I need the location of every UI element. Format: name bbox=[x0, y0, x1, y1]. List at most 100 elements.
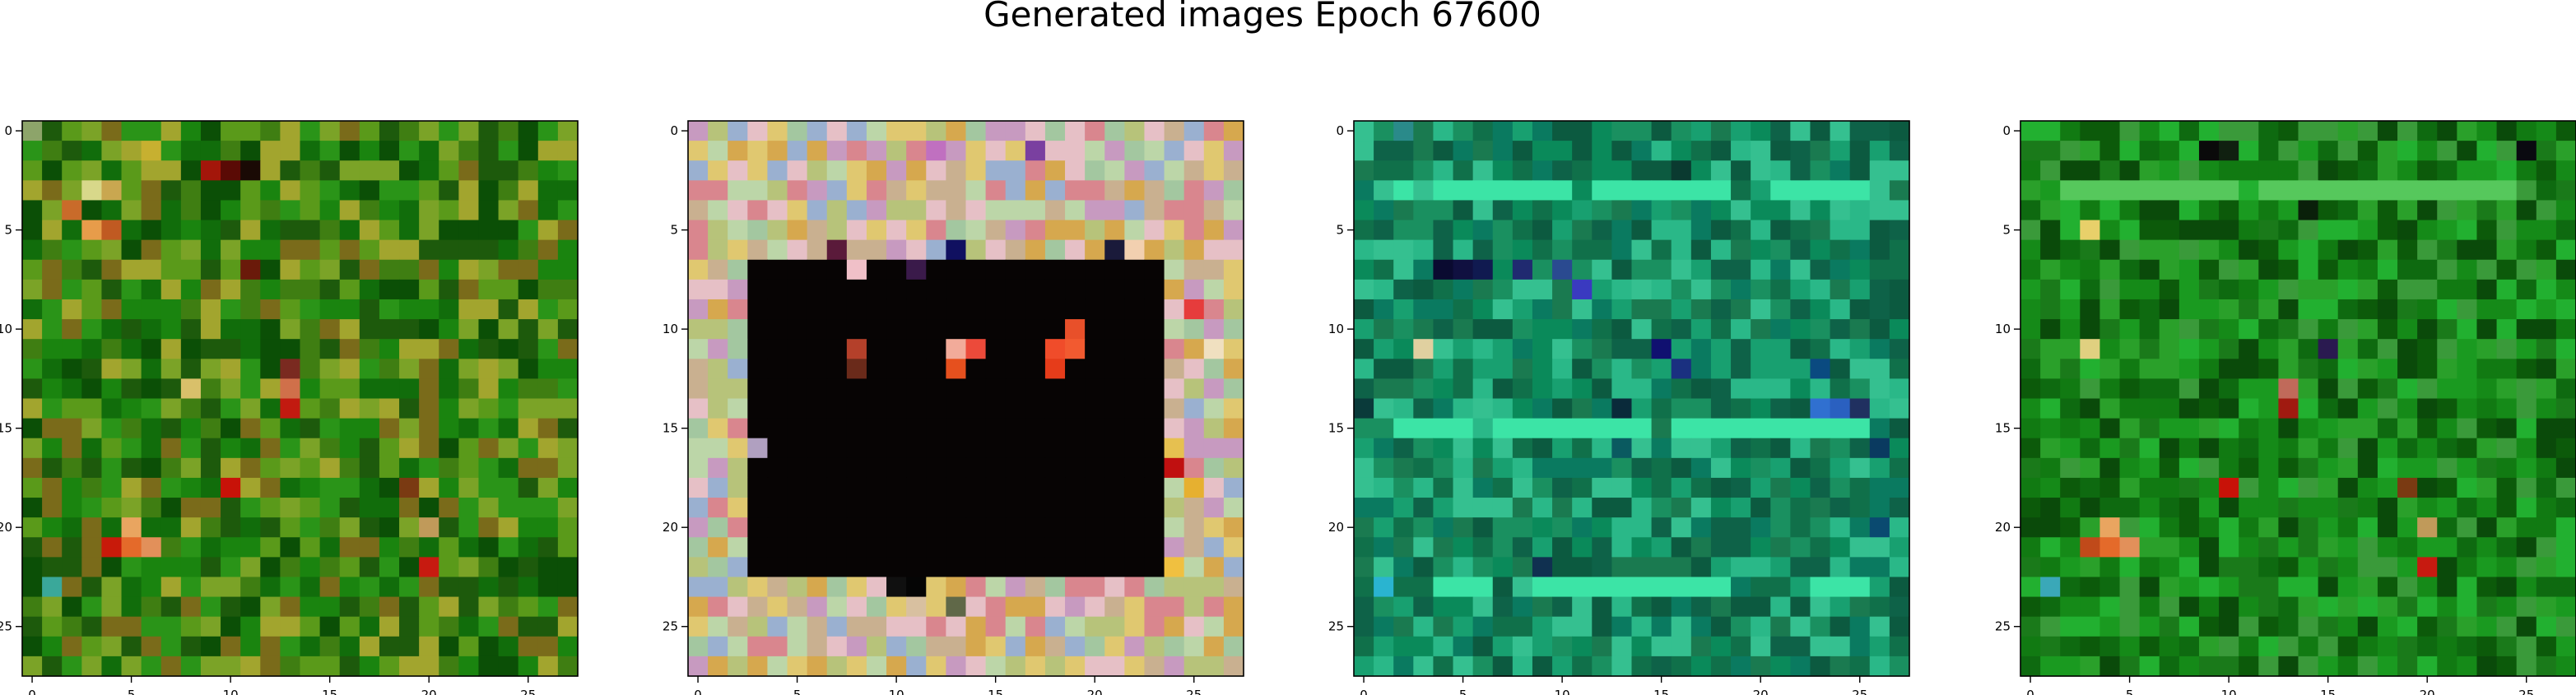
pixel-cell bbox=[1849, 596, 1871, 618]
pixel-cell bbox=[537, 339, 559, 359]
pixel-cell bbox=[399, 596, 420, 618]
pixel-cell bbox=[1751, 557, 1771, 578]
pixel-cell bbox=[787, 339, 808, 359]
pixel-cell bbox=[1790, 557, 1811, 578]
pixel-cell bbox=[1572, 141, 1593, 161]
pixel-cell bbox=[926, 319, 946, 340]
pixel-cell bbox=[1710, 457, 1732, 479]
pixel-cell bbox=[1592, 378, 1612, 400]
pixel-cell bbox=[2516, 259, 2537, 280]
pixel-cell bbox=[1611, 557, 1633, 578]
pixel-cell bbox=[2060, 339, 2081, 359]
pixel-cell bbox=[1671, 517, 1692, 538]
pixel-cell bbox=[1651, 577, 1672, 598]
pixel-cell bbox=[747, 398, 769, 419]
pixel-cell bbox=[1065, 457, 1086, 479]
pixel-cell bbox=[985, 537, 1007, 558]
pixel-cell bbox=[1393, 457, 1414, 479]
pixel-cell bbox=[379, 299, 400, 320]
pixel-cell bbox=[1393, 180, 1414, 202]
pixel-cell bbox=[2099, 656, 2121, 677]
pixel-cell bbox=[160, 438, 182, 459]
pixel-cell bbox=[2298, 121, 2319, 141]
pixel-cell bbox=[478, 121, 500, 141]
pixel-cell bbox=[419, 537, 439, 558]
pixel-cell bbox=[2318, 656, 2339, 677]
pixel-cell bbox=[965, 279, 987, 300]
pixel-cell bbox=[2377, 121, 2398, 141]
pixel-cell bbox=[280, 259, 301, 280]
pixel-cell bbox=[2258, 577, 2279, 598]
pixel-cell bbox=[866, 457, 887, 479]
pixel-cell bbox=[2476, 457, 2498, 479]
pixel-cell bbox=[866, 239, 887, 261]
pixel-cell bbox=[2198, 596, 2220, 618]
pixel-cell bbox=[2020, 636, 2041, 657]
pixel-cell bbox=[2099, 537, 2121, 558]
pixel-cell bbox=[458, 498, 480, 518]
pixel-cell bbox=[2417, 398, 2438, 419]
pixel-cell bbox=[1572, 220, 1593, 241]
pixel-cell bbox=[2239, 299, 2259, 320]
pixel-cell bbox=[240, 457, 261, 479]
pixel-cell bbox=[2417, 220, 2438, 241]
pixel-cell bbox=[2318, 378, 2339, 400]
pixel-cell bbox=[2159, 378, 2180, 400]
pixel-cell bbox=[2357, 279, 2378, 300]
pixel-cell bbox=[1085, 596, 1105, 618]
pixel-cell bbox=[747, 596, 769, 618]
pixel-cell bbox=[1413, 418, 1434, 439]
pixel-cell bbox=[22, 378, 43, 400]
pixel-cell bbox=[886, 557, 907, 578]
pixel-cell bbox=[807, 121, 828, 141]
pixel-cell bbox=[946, 279, 967, 300]
pixel-cell bbox=[1354, 656, 1374, 677]
pixel-cell bbox=[1065, 498, 1086, 518]
pixel-cell bbox=[160, 359, 182, 379]
pixel-cell bbox=[200, 616, 221, 637]
pixel-cell bbox=[399, 319, 420, 340]
pixel-cell bbox=[62, 537, 82, 558]
pixel-cell bbox=[2139, 596, 2160, 618]
pixel-cell bbox=[537, 438, 559, 459]
x-tick-label: 0 bbox=[2026, 688, 2034, 695]
pixel-cell bbox=[2258, 477, 2279, 498]
pixel-cell bbox=[767, 398, 788, 419]
pixel-cell bbox=[2119, 557, 2141, 578]
pixel-cell bbox=[2318, 359, 2339, 379]
pixel-cell bbox=[2457, 656, 2478, 677]
pixel-cell bbox=[2020, 160, 2041, 181]
pixel-cell bbox=[141, 596, 162, 618]
pixel-cell bbox=[708, 636, 728, 657]
pixel-cell bbox=[1631, 418, 1653, 439]
pixel-cell bbox=[1085, 577, 1105, 598]
pixel-cell bbox=[2178, 457, 2200, 479]
pixel-cell bbox=[240, 319, 261, 340]
pixel-cell bbox=[221, 498, 241, 518]
pixel-cell bbox=[1631, 378, 1653, 400]
pixel-cell bbox=[1453, 398, 1474, 419]
pixel-cell bbox=[101, 378, 123, 400]
pixel-cell bbox=[826, 259, 848, 280]
pixel-cell bbox=[2496, 537, 2518, 558]
pixel-cell bbox=[1889, 141, 1910, 161]
pixel-cell bbox=[1592, 656, 1612, 677]
pixel-cell bbox=[2516, 121, 2537, 141]
pixel-cell bbox=[1354, 200, 1374, 221]
pixel-cell bbox=[498, 557, 519, 578]
pixel-cell bbox=[1731, 557, 1751, 578]
pixel-cell bbox=[1433, 477, 1454, 498]
pixel-cell bbox=[2159, 537, 2180, 558]
pixel-cell bbox=[260, 279, 281, 300]
pixel-cell bbox=[2099, 498, 2121, 518]
pixel-cell bbox=[2198, 398, 2220, 419]
pixel-cell bbox=[1572, 180, 1593, 202]
pixel-cell bbox=[1869, 121, 1890, 141]
pixel-cell bbox=[2397, 398, 2418, 419]
pixel-cell bbox=[1393, 656, 1414, 677]
pixel-cell bbox=[1104, 200, 1125, 221]
pixel-cell bbox=[121, 616, 142, 637]
pixel-cell bbox=[728, 378, 748, 400]
pixel-cell bbox=[2040, 378, 2061, 400]
pixel-cell bbox=[22, 200, 43, 221]
